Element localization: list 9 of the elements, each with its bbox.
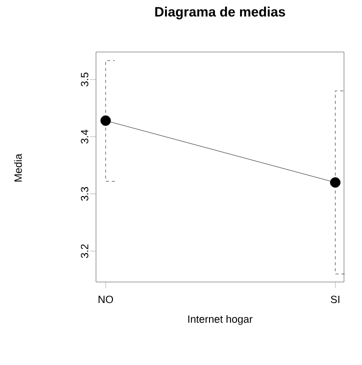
x-tick-label: NO xyxy=(98,296,114,304)
x-axis-title: Internet hogar xyxy=(188,315,253,325)
y-axis-title: Media xyxy=(14,154,22,182)
y-tick-label: 3.5 xyxy=(80,72,88,86)
x-tick-label: SI xyxy=(330,296,340,304)
y-tick-label: 3.2 xyxy=(80,244,88,258)
y-tick-label: 3.3 xyxy=(80,187,88,201)
y-tick-label: 3.4 xyxy=(80,130,88,144)
chart-title: Diagrama de medias xyxy=(155,6,286,20)
